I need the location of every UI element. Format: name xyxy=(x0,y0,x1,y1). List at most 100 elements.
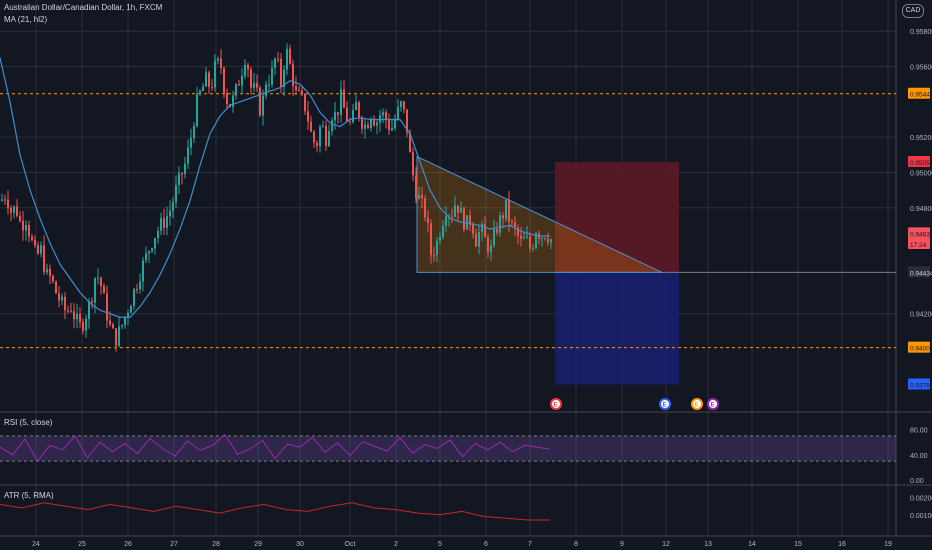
candle-body xyxy=(394,118,396,128)
candle-body xyxy=(319,126,321,147)
candle-body xyxy=(46,268,48,273)
event-marker-icon xyxy=(550,398,562,410)
candle-body xyxy=(331,120,333,132)
price-label: 0.95446 xyxy=(910,92,932,99)
candle-body xyxy=(544,238,546,240)
candle-body xyxy=(529,236,531,249)
candle-body xyxy=(301,90,303,94)
candle-body xyxy=(517,227,519,236)
candle-body xyxy=(250,69,252,88)
x-tick-label: 13 xyxy=(704,541,712,548)
candle-body xyxy=(127,312,129,317)
candle-body xyxy=(511,221,513,223)
candle-body xyxy=(133,288,135,307)
symbol-title[interactable]: Australian Dollar/Canadian Dollar, 1h, F… xyxy=(4,3,163,12)
candle-body xyxy=(16,206,18,216)
candle-body xyxy=(199,90,201,94)
candle-body xyxy=(541,238,543,240)
candle-body xyxy=(274,58,276,68)
candle-body xyxy=(328,131,330,146)
candle-body xyxy=(238,84,240,86)
x-tick-label: 24 xyxy=(32,541,40,548)
candle-body xyxy=(520,235,522,239)
candle-body xyxy=(136,288,138,290)
candle-body xyxy=(190,138,192,148)
candle-body xyxy=(262,95,264,116)
candle-body xyxy=(130,306,132,313)
candle-body xyxy=(403,101,405,110)
candle-body xyxy=(271,67,273,85)
rsi-tick-label: 80.00 xyxy=(910,428,928,435)
x-tick-label: 30 xyxy=(296,541,304,548)
candle-body xyxy=(499,215,501,233)
candle-body xyxy=(268,84,270,86)
x-tick-label: 2 xyxy=(394,541,398,548)
candle-body xyxy=(340,89,342,115)
candle-body xyxy=(388,120,390,131)
ma-label[interactable]: MA (21, hl2) xyxy=(4,15,48,24)
x-tick-label: 16 xyxy=(838,541,846,548)
candle-body xyxy=(28,225,30,237)
candle-body xyxy=(112,324,114,329)
candle-body xyxy=(460,208,462,213)
x-tick-label: 28 xyxy=(212,541,220,548)
candle-body xyxy=(157,230,159,239)
candle-body xyxy=(22,220,24,231)
candle-body xyxy=(286,48,288,70)
candle-body xyxy=(400,101,402,107)
candle-body xyxy=(148,251,150,254)
currency-button[interactable]: CAD xyxy=(902,4,924,18)
candle-body xyxy=(547,238,549,243)
x-tick-label: 5 xyxy=(438,541,442,548)
candle-body xyxy=(421,195,423,199)
candle-body xyxy=(106,293,108,321)
candle-body xyxy=(295,86,297,91)
candle-body xyxy=(58,293,60,301)
x-tick-label: 14 xyxy=(748,541,756,548)
candle-body xyxy=(253,82,255,88)
candle-body xyxy=(475,233,477,247)
candle-body xyxy=(55,281,57,294)
atr-label[interactable]: ATR (5, RMA) xyxy=(4,491,54,500)
event-marker-label: E xyxy=(663,403,667,409)
candle-body xyxy=(370,118,372,129)
candle-body xyxy=(466,215,468,230)
candle-body xyxy=(109,320,111,325)
candle-body xyxy=(43,245,45,273)
candle-body xyxy=(283,69,285,88)
candle-body xyxy=(214,60,216,88)
candle-body xyxy=(367,124,369,129)
candle-body xyxy=(454,205,456,217)
candle-body xyxy=(379,115,381,123)
price-label-box xyxy=(908,87,930,99)
price-label: 0.93799 xyxy=(910,383,932,390)
candle-body xyxy=(34,240,36,246)
candle-body xyxy=(280,59,282,88)
candle-body xyxy=(535,233,537,248)
candle-body xyxy=(73,311,75,320)
candle-body xyxy=(430,223,432,256)
price-label-box xyxy=(908,237,930,249)
candle-body xyxy=(223,67,225,93)
candle-body xyxy=(70,310,72,312)
candle-body xyxy=(364,124,366,129)
candle-body xyxy=(115,328,117,346)
candle-body xyxy=(196,93,198,126)
x-tick-label: 15 xyxy=(794,541,802,548)
candle-body xyxy=(427,217,429,224)
candle-body xyxy=(169,210,171,217)
candle-body xyxy=(13,206,15,213)
candle-body xyxy=(298,90,300,92)
x-tick-label: 7 xyxy=(528,541,532,548)
candle-body xyxy=(205,72,207,87)
moving-average-line xyxy=(0,57,550,318)
event-marker-label: E xyxy=(554,403,558,409)
candle-body xyxy=(463,208,465,230)
candle-body xyxy=(442,225,444,237)
rsi-label[interactable]: RSI (5, close) xyxy=(4,418,53,427)
x-tick-label: 27 xyxy=(170,541,178,548)
candle-body xyxy=(154,238,156,249)
